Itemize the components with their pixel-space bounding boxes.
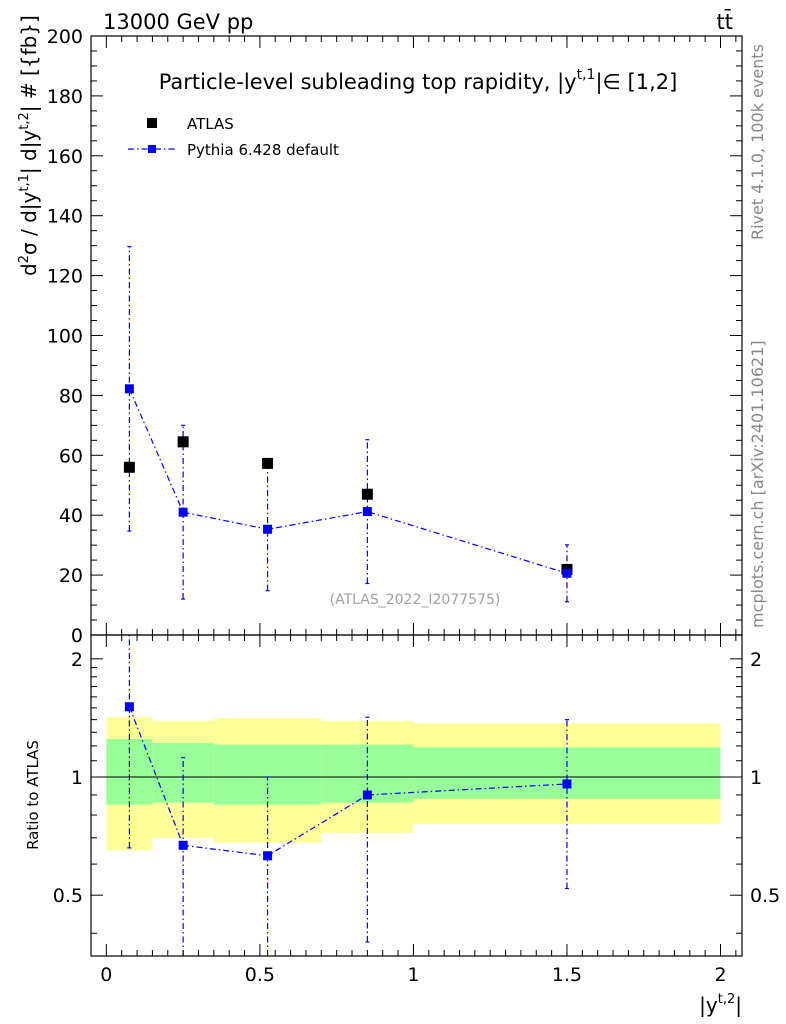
- ylabel-sup: t,1: [17, 174, 32, 192]
- legend-marker-atlas: [147, 118, 157, 128]
- main-y-tick-label: 0: [71, 625, 83, 647]
- ylabel-part: | d|y: [17, 130, 41, 175]
- ratio-y-tick-label-right: 2: [750, 649, 762, 671]
- ratio-y-axis: 0.5 0.5 1 1 2 2: [53, 649, 780, 934]
- main-panel: 0 20 40 60 80 100 120 140 160 180 200 (ATLAS_2022_…: [17, 15, 743, 647]
- legend-label-pythia: Pythia 6.428 default: [187, 141, 339, 159]
- pythia-data-point: [124, 384, 134, 394]
- plot-title-superscript: t,1: [577, 67, 596, 83]
- rivet-version-label: Rivet 4.1.0, 100k events: [748, 44, 767, 240]
- xlabel-part: |: [735, 993, 742, 1017]
- atlas-data-point: [361, 488, 373, 500]
- main-y-axis: 0 20 40 60 80 100 120 140 160 180 200: [47, 26, 742, 647]
- main-series: [123, 245, 573, 603]
- main-y-tick-label: 40: [59, 505, 83, 527]
- ratio-y-tick-label-right: 1: [750, 767, 762, 789]
- pythia-data-point: [178, 507, 188, 517]
- plot-title-text: Particle-level subleading top rapidity, …: [159, 70, 577, 95]
- ratio-x-axis: 0 0.5 1 1.5 2: [90, 635, 737, 986]
- main-y-tick-label: 60: [59, 445, 83, 467]
- ratio-panel: 0.5 0.5 1 1 2 2 0 0.5 1 1.5 2 Ratio to ATLAS |yt,…: [24, 634, 780, 1017]
- legend-label-atlas: ATLAS: [187, 115, 234, 133]
- main-x-axis-ticks: [90, 36, 737, 635]
- x-tick-label: 2: [714, 964, 726, 986]
- main-y-tick-label: 120: [47, 266, 83, 288]
- main-y-tick-label: 160: [47, 146, 83, 168]
- x-tick-label: 0: [100, 964, 112, 986]
- main-y-tick-label: 100: [47, 326, 83, 348]
- process-label: tt̄: [717, 9, 733, 34]
- pythia-data-point: [263, 524, 273, 534]
- ratio-pythia-point: [178, 840, 188, 850]
- main-y-tick-label: 80: [59, 385, 83, 407]
- main-y-tick-label: 200: [47, 26, 83, 48]
- pythia-data-point: [362, 507, 372, 517]
- ratio-green-band: [213, 744, 322, 805]
- main-y-tick-label: 180: [47, 86, 83, 108]
- x-tick-label: 1: [407, 964, 419, 986]
- atlas-data-point: [262, 457, 274, 469]
- x-axis-label: |yt,2|: [699, 992, 742, 1017]
- pythia-data-point: [562, 568, 572, 578]
- xlabel-sup: t,2: [718, 992, 736, 1007]
- xlabel-part: |y: [699, 993, 718, 1017]
- ratio-pythia-point: [362, 790, 372, 800]
- ratio-plot-frame: [90, 634, 743, 957]
- energy-label: 13000 GeV pp: [103, 10, 253, 34]
- ratio-y-axis-label: Ratio to ATLAS: [24, 740, 42, 850]
- pythia-series-line: [128, 388, 568, 574]
- legend-marker-pythia: [148, 145, 156, 153]
- main-y-axis-label: d2σ / d|yt,1| d|yt,2| # [{fb}]: [17, 15, 41, 276]
- ratio-y-tick-label: 1: [71, 767, 83, 789]
- ratio-y-tick-label: 2: [71, 649, 83, 671]
- ratio-uncertainty-bands: [106, 717, 721, 851]
- ylabel-part: d: [17, 263, 41, 276]
- mcplots-label: mcplots.cern.ch [arXiv:2401.10621]: [748, 340, 767, 628]
- atlas-data-point: [177, 436, 189, 448]
- x-tick-label: 0.5: [245, 964, 275, 986]
- ratio-pythia-point: [124, 702, 134, 712]
- atlas-data-point: [123, 461, 135, 473]
- ratio-pythia-point: [263, 851, 273, 861]
- main-y-tick-label: 20: [59, 565, 83, 587]
- ratio-series: [124, 635, 572, 956]
- ylabel-part: σ / d|y: [17, 191, 41, 255]
- ratio-y-tick-label: 0.5: [53, 885, 83, 907]
- x-tick-label: 1.5: [552, 964, 582, 986]
- plot-title: Particle-level subleading top rapidity, …: [159, 67, 678, 95]
- legend: ATLAS Pythia 6.428 default: [128, 115, 339, 159]
- analysis-watermark: (ATLAS_2022_I2077575): [330, 592, 501, 608]
- ratio-y-tick-label-right: 0.5: [750, 885, 780, 907]
- ratio-pythia-point: [562, 779, 572, 789]
- ylabel-sup: t,2: [17, 112, 32, 130]
- ylabel-part: | # [{fb}]: [17, 15, 41, 112]
- main-y-tick-label: 140: [47, 206, 83, 228]
- plot-title-tail: |∈ [1,2]: [595, 70, 677, 95]
- ylabel-sup: 2: [17, 255, 32, 263]
